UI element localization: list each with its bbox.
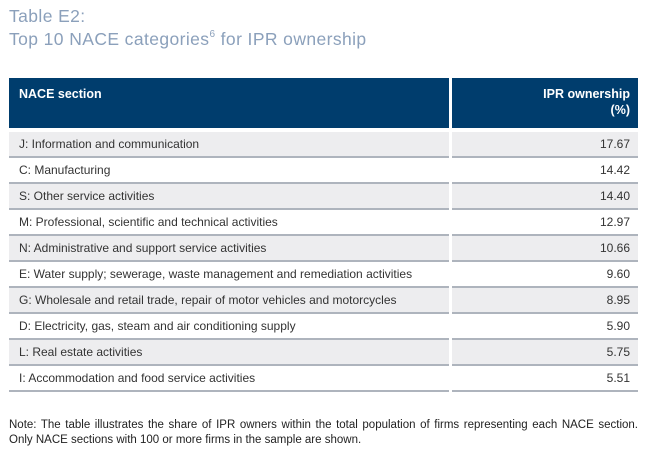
table-row: J: Information and communication 17.67 (9, 132, 638, 158)
table-row: S: Other service activities 14.40 (9, 184, 638, 210)
column-header-ipr-line1: IPR ownership (543, 87, 630, 101)
ipr-ownership-cell: 14.42 (452, 158, 638, 184)
table-note: Note: The table illustrates the share of… (9, 419, 638, 446)
column-header-ipr-line2: (%) (610, 103, 630, 117)
column-header-ipr-ownership: IPR ownership (%) (452, 78, 638, 128)
nace-section-cell: S: Other service activities (9, 184, 449, 210)
table-row: I: Accommodation and food service activi… (9, 366, 638, 392)
nace-section-cell: M: Professional, scientific and technica… (9, 210, 449, 236)
nace-section-cell: G: Wholesale and retail trade, repair of… (9, 288, 449, 314)
nace-section-cell: I: Accommodation and food service activi… (9, 366, 449, 392)
table-row: L: Real estate activities 5.75 (9, 340, 638, 366)
title-text-prefix: Top 10 NACE categories (9, 29, 210, 49)
ipr-ownership-cell: 12.97 (452, 210, 638, 236)
ipr-ownership-cell: 5.90 (452, 314, 638, 340)
nace-section-cell: E: Water supply; sewerage, waste managem… (9, 262, 449, 288)
nace-section-cell: L: Real estate activities (9, 340, 449, 366)
table-title-line2: Top 10 NACE categories6 for IPR ownershi… (9, 28, 367, 51)
nace-ipr-table: NACE section IPR ownership (%) J: Inform… (9, 78, 638, 392)
ipr-ownership-cell: 17.67 (452, 132, 638, 158)
footnote-marker: 6 (209, 29, 216, 41)
column-header-nace-section: NACE section (9, 78, 449, 128)
ipr-ownership-cell: 5.75 (452, 340, 638, 366)
table-header-row: NACE section IPR ownership (%) (9, 78, 638, 128)
ipr-ownership-cell: 14.40 (452, 184, 638, 210)
nace-section-cell: N: Administrative and support service ac… (9, 236, 449, 262)
title-text-suffix: for IPR ownership (215, 29, 367, 49)
nace-section-cell: D: Electricity, gas, steam and air condi… (9, 314, 449, 340)
table-row: M: Professional, scientific and technica… (9, 210, 638, 236)
table-row: G: Wholesale and retail trade, repair of… (9, 288, 638, 314)
ipr-ownership-cell: 10.66 (452, 236, 638, 262)
table-title: Table E2: Top 10 NACE categories6 for IP… (9, 5, 367, 51)
table-title-line1: Table E2: (9, 6, 86, 26)
table-body: J: Information and communication 17.67 C: … (9, 132, 638, 392)
ipr-ownership-cell: 5.51 (452, 366, 638, 392)
nace-section-cell: C: Manufacturing (9, 158, 449, 184)
table-row: D: Electricity, gas, steam and air condi… (9, 314, 638, 340)
table-row: N: Administrative and support service ac… (9, 236, 638, 262)
ipr-ownership-cell: 9.60 (452, 262, 638, 288)
nace-section-cell: J: Information and communication (9, 132, 449, 158)
ipr-ownership-cell: 8.95 (452, 288, 638, 314)
table-row: E: Water supply; sewerage, waste managem… (9, 262, 638, 288)
table-row: C: Manufacturing 14.42 (9, 158, 638, 184)
